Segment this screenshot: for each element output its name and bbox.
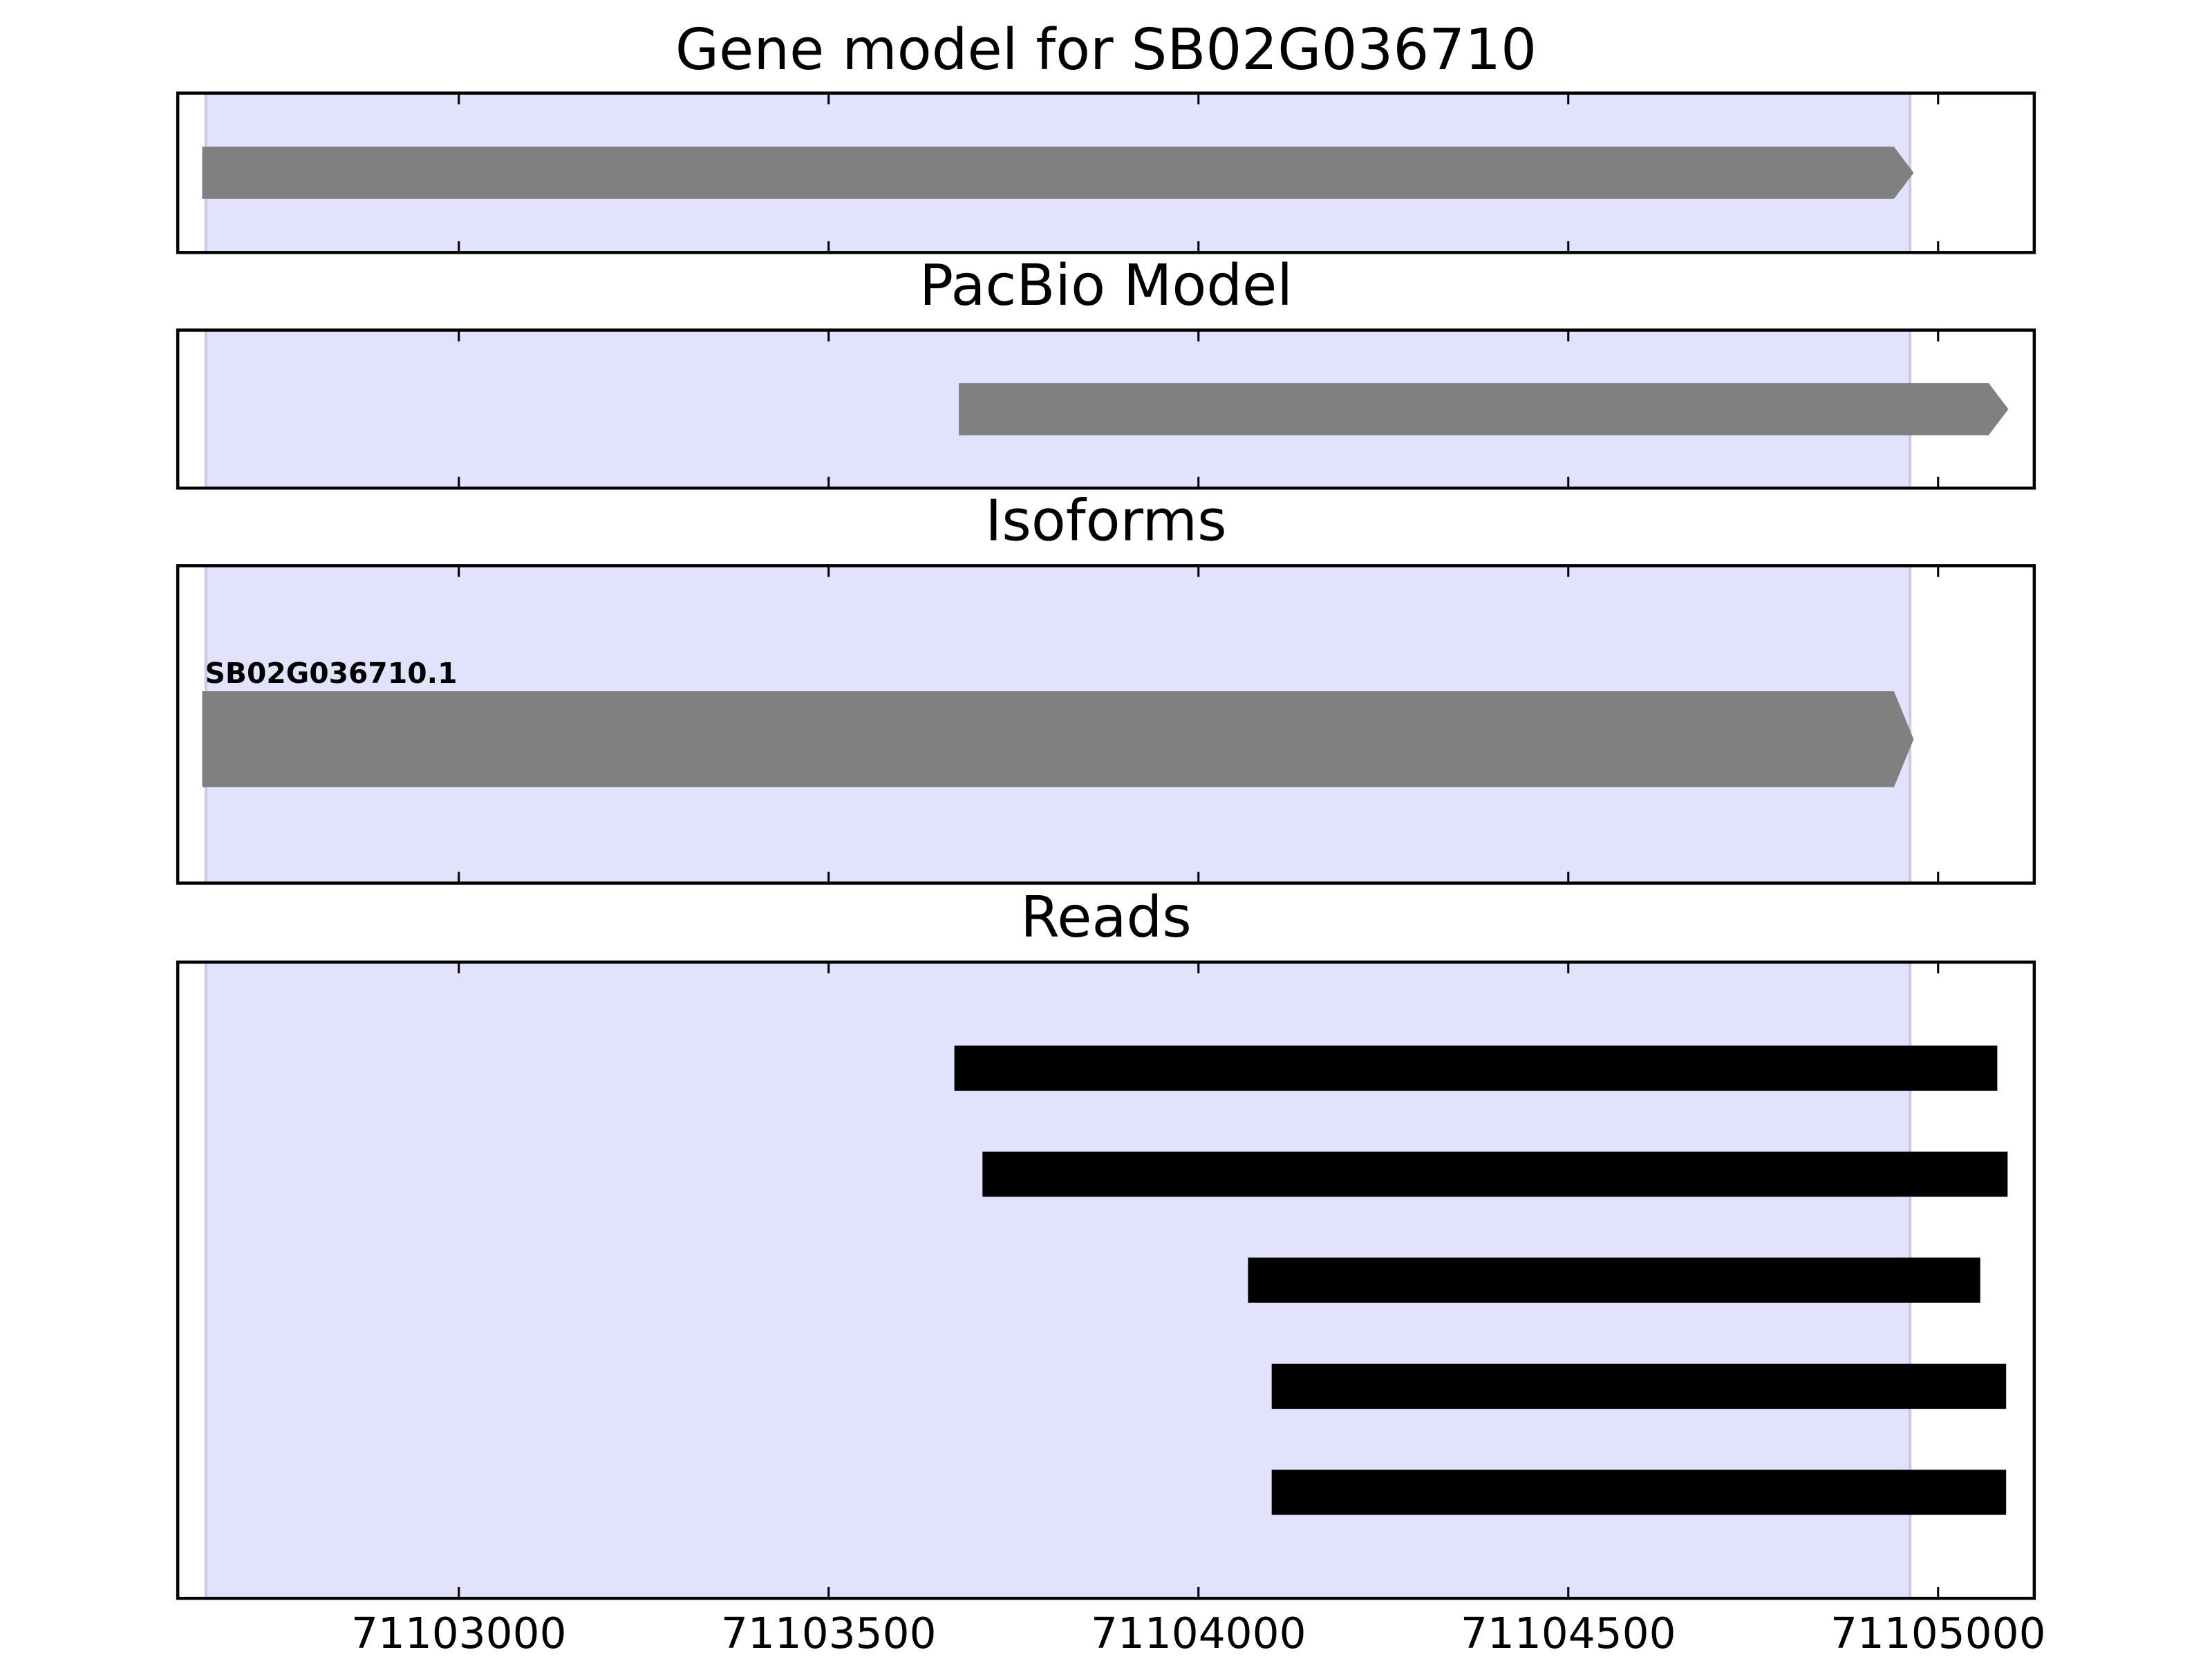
feature-label: SB02G036710.1 — [205, 657, 458, 690]
read-bar — [1271, 1363, 2007, 1409]
panel-title: Reads — [1020, 885, 1192, 950]
read-bar — [954, 1045, 1998, 1091]
panel-title: Isoforms — [985, 489, 1226, 554]
panel-title: PacBio Model — [919, 253, 1293, 319]
x-tick-label: 71103000 — [351, 1609, 567, 1658]
feature-arrow — [202, 147, 1914, 199]
feature-arrow — [959, 383, 2009, 435]
x-tick-label: 71103500 — [721, 1609, 937, 1658]
read-bar — [1248, 1257, 1980, 1303]
panel-frame — [176, 564, 2036, 885]
feature-arrow — [202, 691, 1914, 787]
x-tick-label: 71104000 — [1091, 1609, 1306, 1658]
panel-frame — [176, 328, 2036, 490]
panel-frame — [176, 91, 2036, 254]
x-tick-label: 71105000 — [1830, 1609, 2046, 1658]
panel-frame — [176, 960, 2036, 1600]
x-tick-label: 71104500 — [1461, 1609, 1676, 1658]
read-bar — [1271, 1470, 2007, 1515]
read-bar — [982, 1151, 2008, 1197]
panel-title: Gene model for SB02G036710 — [675, 17, 1537, 83]
